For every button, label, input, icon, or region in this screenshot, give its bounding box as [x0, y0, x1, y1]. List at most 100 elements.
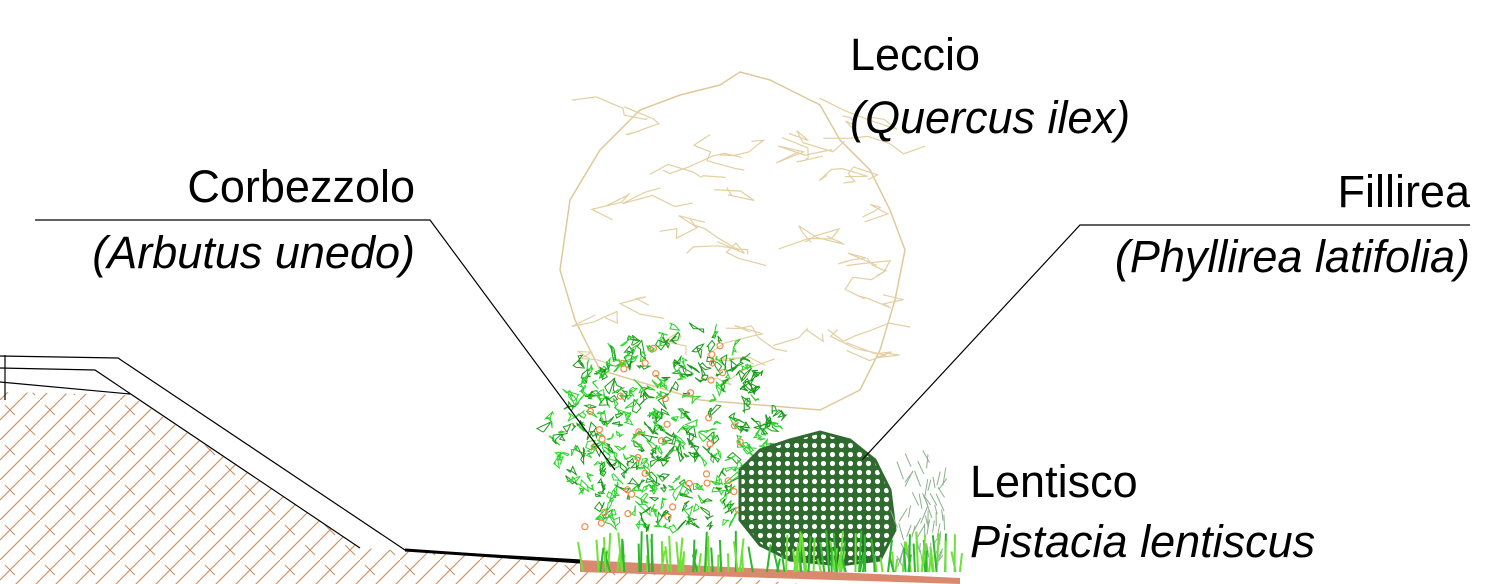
leaf: [715, 355, 725, 366]
leaf: [640, 492, 649, 506]
blade: [912, 543, 916, 573]
twig: [898, 508, 908, 522]
blade: [637, 543, 641, 573]
blade: [795, 551, 800, 573]
crown-stroke: [649, 163, 726, 178]
leaf: [646, 439, 659, 452]
blade: [903, 547, 907, 573]
leaf: [772, 409, 786, 418]
leaf: [567, 391, 580, 402]
crown-stroke: [623, 106, 660, 136]
blade: [915, 531, 919, 573]
leaf: [596, 411, 605, 415]
leaf: [747, 443, 752, 451]
leaf: [662, 336, 671, 349]
berry: [705, 414, 713, 422]
leaf: [723, 485, 736, 493]
leaf: [681, 373, 695, 377]
leaf: [735, 369, 746, 381]
leaf: [724, 454, 736, 462]
blade: [621, 540, 626, 573]
twig: [941, 509, 944, 521]
leaf: [611, 473, 624, 485]
leaf: [650, 449, 657, 460]
blade: [773, 553, 780, 573]
leaf: [558, 430, 567, 434]
leaf: [711, 486, 725, 496]
blade: [836, 554, 842, 573]
leaf: [742, 401, 751, 414]
planting-bed: [580, 560, 960, 584]
crown-stroke: [844, 269, 887, 300]
berry: [668, 503, 677, 511]
blade: [781, 554, 786, 573]
twig: [896, 461, 904, 480]
twig: [898, 523, 904, 541]
twig: [936, 523, 941, 538]
blade: [798, 551, 803, 573]
crown-stroke: [692, 134, 745, 171]
twig: [922, 493, 929, 506]
leaf: [742, 443, 754, 455]
crown-stroke: [577, 350, 608, 364]
blade: [863, 534, 867, 573]
leaf: [624, 411, 632, 422]
twig: [927, 479, 932, 491]
twig: [922, 450, 930, 463]
leaf: [651, 503, 657, 518]
leaf: [620, 466, 631, 479]
leaf: [646, 344, 656, 352]
leaf: [726, 502, 736, 512]
leaf: [643, 421, 654, 435]
leaf: [593, 501, 605, 513]
leaf: [742, 380, 750, 391]
leaf: [688, 322, 705, 334]
leaf: [744, 363, 752, 370]
leaf: [657, 424, 665, 432]
blade: [664, 546, 670, 573]
blade: [908, 534, 911, 573]
leaf: [633, 439, 641, 448]
blade: [861, 558, 866, 573]
berry: [581, 523, 589, 531]
leaf: [567, 412, 576, 422]
blade: [747, 546, 754, 573]
common-name: Fillirea: [1337, 166, 1470, 217]
crown-stroke: [775, 145, 833, 164]
crown-stroke: [857, 294, 904, 309]
leaf: [580, 368, 589, 384]
crown-stroke: [699, 358, 775, 386]
crown-stroke: [773, 327, 825, 347]
leaf: [659, 459, 669, 467]
leaf: [629, 454, 641, 466]
leaf: [579, 384, 587, 393]
leaf: [629, 460, 640, 471]
leaf: [557, 452, 563, 461]
latin-name: (Phyllirea latifolia): [1115, 231, 1470, 282]
leaf: [571, 422, 577, 432]
leaf: [606, 433, 614, 441]
leaf: [679, 493, 694, 499]
leaf: [634, 500, 651, 517]
berry: [730, 488, 738, 496]
crown-stroke: [622, 187, 693, 208]
leaf: [715, 486, 723, 491]
leaf: [587, 484, 596, 492]
berry: [702, 470, 711, 478]
blade: [785, 534, 789, 573]
leaf: [678, 364, 694, 378]
common-name: Lentisco: [970, 456, 1138, 507]
twig: [897, 549, 904, 567]
leaf: [655, 511, 663, 524]
leaf: [631, 430, 641, 440]
leaf: [630, 485, 644, 492]
blade: [920, 534, 927, 573]
leaf: [630, 343, 638, 354]
leaf: [627, 360, 633, 371]
leaf: [643, 389, 655, 399]
leaf: [639, 387, 650, 399]
berry: [707, 376, 715, 384]
berry: [730, 422, 739, 430]
leaf: [676, 425, 692, 434]
leaf: [730, 359, 738, 373]
